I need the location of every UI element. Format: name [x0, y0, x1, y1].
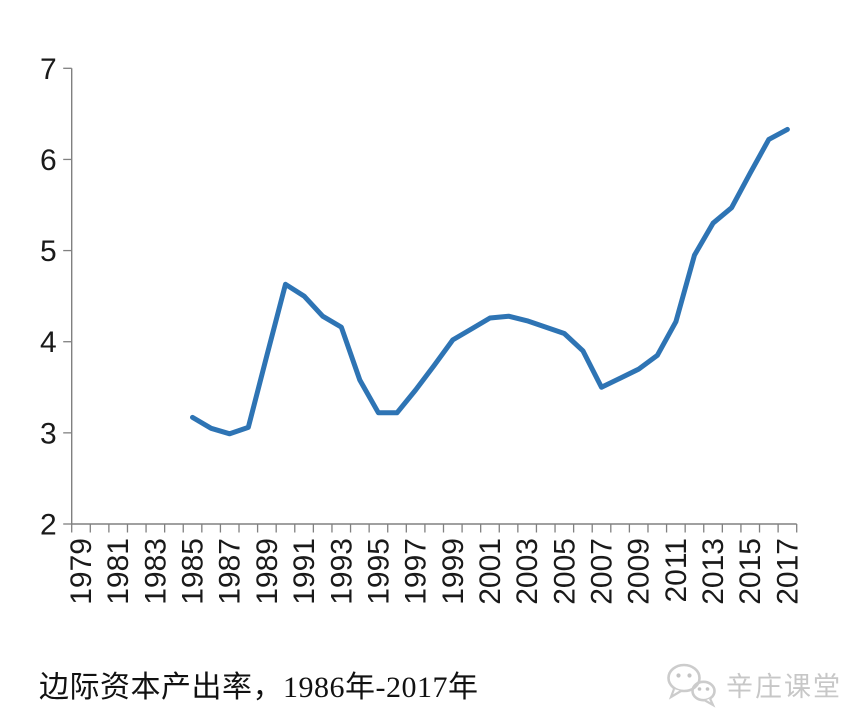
- x-tick-label: 1989: [251, 538, 284, 605]
- x-tick-label: 1993: [325, 538, 358, 605]
- x-tick-label: 2017: [771, 538, 804, 605]
- x-tick-label: 1985: [177, 538, 210, 605]
- x-ticks: [71, 524, 798, 533]
- y-tick-label: 5: [40, 235, 57, 268]
- x-tick-label: 1983: [139, 538, 172, 605]
- x-tick-label: 2005: [548, 538, 581, 605]
- x-tick-label: 2009: [623, 538, 656, 605]
- watermark-text: 辛庄课堂: [726, 671, 842, 702]
- chart-caption: 边际资本产出率，1986年-2017年: [39, 671, 479, 704]
- x-tick-label: 1991: [288, 538, 321, 605]
- x-tick-label: 2013: [697, 538, 730, 605]
- x-tick-label: 2003: [511, 538, 544, 605]
- x-tick-label: 1981: [102, 538, 135, 605]
- y-tick-label: 2: [40, 509, 57, 542]
- wechat-icon: [667, 663, 716, 708]
- y-tick-label: 6: [40, 144, 57, 177]
- x-tick-label: 1987: [214, 538, 247, 605]
- y-tick-label: 3: [40, 417, 57, 450]
- x-tick-label: 2001: [474, 538, 507, 605]
- x-tick-label: 1999: [437, 538, 470, 605]
- x-tick-label: 2007: [586, 538, 619, 605]
- y-tick-label: 7: [40, 53, 57, 86]
- data-line-series: [190, 126, 790, 437]
- x-tick-label: 1979: [65, 538, 98, 605]
- x-tick-label: 2011: [660, 538, 693, 603]
- y-ticks: [63, 67, 72, 525]
- x-tick-label: 2015: [734, 538, 767, 605]
- watermark: 辛庄课堂: [664, 660, 842, 708]
- x-tick-label: 1997: [400, 538, 433, 605]
- x-tick-label: 1995: [362, 538, 395, 605]
- y-tick-label: 4: [40, 326, 57, 359]
